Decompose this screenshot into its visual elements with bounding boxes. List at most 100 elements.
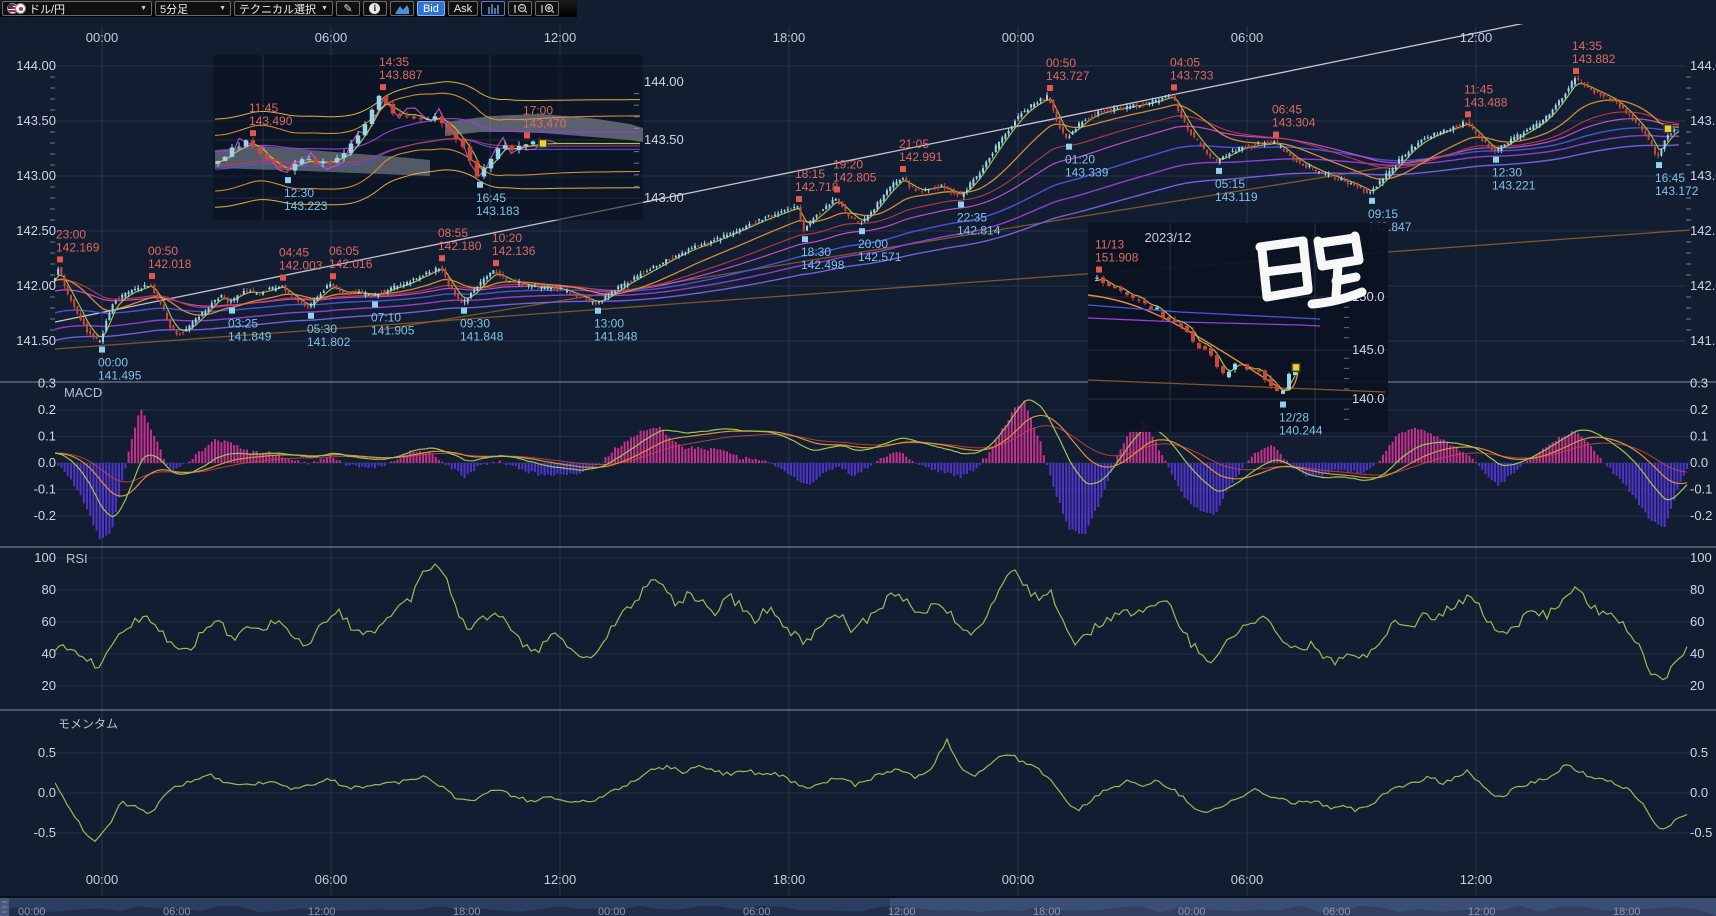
- draw-tool-button[interactable]: ✎: [335, 1, 360, 16]
- svg-text:144.0: 144.0: [1690, 58, 1716, 73]
- swing-marker: [461, 307, 467, 314]
- svg-text:141.849: 141.849: [228, 330, 272, 344]
- svg-text:142.180: 142.180: [438, 239, 482, 253]
- svg-text:12:30: 12:30: [284, 186, 314, 200]
- svg-text:12:30: 12:30: [1492, 166, 1522, 180]
- swing-marker: [900, 165, 906, 172]
- info-icon: i: [369, 3, 381, 14]
- svg-text:141.802: 141.802: [307, 335, 351, 349]
- zoom-out-button[interactable]: [508, 1, 533, 16]
- svg-text:-0.5: -0.5: [1690, 825, 1712, 840]
- swing-marker: [859, 228, 865, 235]
- svg-text:01:20: 01:20: [1065, 153, 1095, 167]
- swing-marker: [796, 196, 802, 203]
- svg-text:00:00: 00:00: [1002, 30, 1035, 45]
- chevron-down-icon: ▼: [140, 5, 147, 12]
- svg-text:17:00: 17:00: [523, 103, 553, 117]
- swing-marker: [229, 307, 235, 314]
- zoom-in-button[interactable]: [535, 1, 560, 16]
- inset-daily-chart: 2023/1211/13151.90812/28140.244150.0145.…: [1088, 223, 1388, 438]
- momentum-panel: [55, 737, 1688, 843]
- svg-text:142.814: 142.814: [957, 223, 1001, 237]
- navigator-viewport[interactable]: [890, 898, 1716, 916]
- svg-text:18:00: 18:00: [1613, 906, 1641, 916]
- bid-button[interactable]: Bid: [416, 1, 445, 16]
- svg-text:21:05: 21:05: [899, 137, 929, 151]
- svg-text:04:05: 04:05: [1170, 55, 1200, 69]
- svg-text:20: 20: [1690, 678, 1704, 693]
- svg-text:143.490: 143.490: [249, 114, 293, 128]
- svg-text:22:35: 22:35: [957, 210, 987, 224]
- svg-text:0.5: 0.5: [38, 745, 56, 760]
- volume-button[interactable]: [481, 1, 506, 16]
- swing-marker: [1573, 67, 1579, 74]
- svg-text:143.172: 143.172: [1655, 184, 1699, 198]
- svg-text:12:00: 12:00: [1460, 872, 1493, 887]
- swing-marker: [285, 177, 291, 184]
- pair-selector[interactable]: ドル/円 ▼: [2, 1, 152, 16]
- svg-text:20:00: 20:00: [858, 237, 888, 251]
- chart-type-button[interactable]: [389, 1, 414, 16]
- japan-flag-icon: [15, 3, 26, 14]
- svg-text:143.733: 143.733: [1170, 68, 1214, 82]
- svg-text:142.5: 142.5: [1690, 223, 1716, 238]
- svg-text:23:00: 23:00: [56, 227, 86, 241]
- svg-text:142.991: 142.991: [899, 150, 943, 164]
- svg-text:00:00: 00:00: [1002, 872, 1035, 887]
- svg-text:06:00: 06:00: [163, 906, 191, 916]
- svg-text:0.1: 0.1: [38, 429, 56, 444]
- svg-text:142.016: 142.016: [329, 257, 373, 271]
- swing-marker: [372, 301, 378, 308]
- svg-text:143.183: 143.183: [476, 204, 520, 218]
- chevron-down-icon: ▼: [219, 5, 226, 12]
- svg-text:00:00: 00:00: [86, 30, 119, 45]
- svg-text:06:00: 06:00: [315, 872, 348, 887]
- svg-text:60: 60: [42, 614, 56, 629]
- svg-text:00:00: 00:00: [86, 872, 119, 887]
- svg-text:06:00: 06:00: [1231, 30, 1264, 45]
- svg-text:08:55: 08:55: [438, 226, 468, 240]
- timeframe-selector[interactable]: 5分足 ▼: [155, 1, 231, 16]
- svg-text:142.498: 142.498: [801, 258, 845, 272]
- svg-text:04:45: 04:45: [279, 246, 309, 260]
- svg-text:-0.2: -0.2: [34, 508, 56, 523]
- svg-text:05:15: 05:15: [1215, 177, 1245, 191]
- swing-marker: [1273, 131, 1279, 138]
- svg-text:141.50: 141.50: [16, 333, 56, 348]
- svg-text:0.0: 0.0: [38, 455, 56, 470]
- svg-text:143.0: 143.0: [1690, 168, 1716, 183]
- swing-marker: [595, 307, 601, 314]
- svg-text:06:00: 06:00: [743, 906, 771, 916]
- swing-marker: [1171, 84, 1177, 91]
- svg-text:13:00: 13:00: [594, 317, 624, 331]
- svg-text:100: 100: [34, 550, 56, 565]
- svg-text:142.805: 142.805: [833, 170, 877, 184]
- swing-marker: [1465, 111, 1471, 118]
- svg-text:-0.5: -0.5: [34, 825, 56, 840]
- timeline-navigator[interactable]: 00:00 06:00 12:00 18:00 00:00 06:00 12:00 18:00…: [0, 896, 1716, 916]
- svg-text:03:25: 03:25: [228, 317, 258, 331]
- svg-text:100: 100: [1690, 550, 1712, 565]
- svg-text:40: 40: [42, 646, 56, 661]
- svg-text:18:30: 18:30: [801, 245, 831, 259]
- svg-text:12:00: 12:00: [544, 30, 577, 45]
- svg-text:07:10: 07:10: [371, 310, 401, 324]
- svg-text:-0.1: -0.1: [1690, 482, 1712, 497]
- svg-text:12:00: 12:00: [308, 906, 336, 916]
- swing-marker: [1216, 167, 1222, 174]
- ask-button[interactable]: Ask: [447, 1, 479, 16]
- svg-text:80: 80: [42, 582, 56, 597]
- info-button[interactable]: i: [362, 1, 387, 16]
- svg-text:10:20: 10:20: [492, 231, 522, 245]
- swing-marker: [439, 255, 445, 262]
- current-price-marker: [1663, 123, 1673, 134]
- pair-flags: [7, 3, 26, 14]
- macd-panel: [55, 399, 1688, 540]
- chevron-down-icon: ▼: [321, 5, 328, 12]
- svg-text:145.0: 145.0: [1352, 342, 1385, 357]
- svg-text:0.1: 0.1: [1690, 429, 1708, 444]
- svg-text:00:00: 00:00: [598, 906, 626, 916]
- technical-select-button[interactable]: テクニカル選択 ▼: [234, 1, 333, 16]
- svg-text:06:00: 06:00: [1323, 906, 1351, 916]
